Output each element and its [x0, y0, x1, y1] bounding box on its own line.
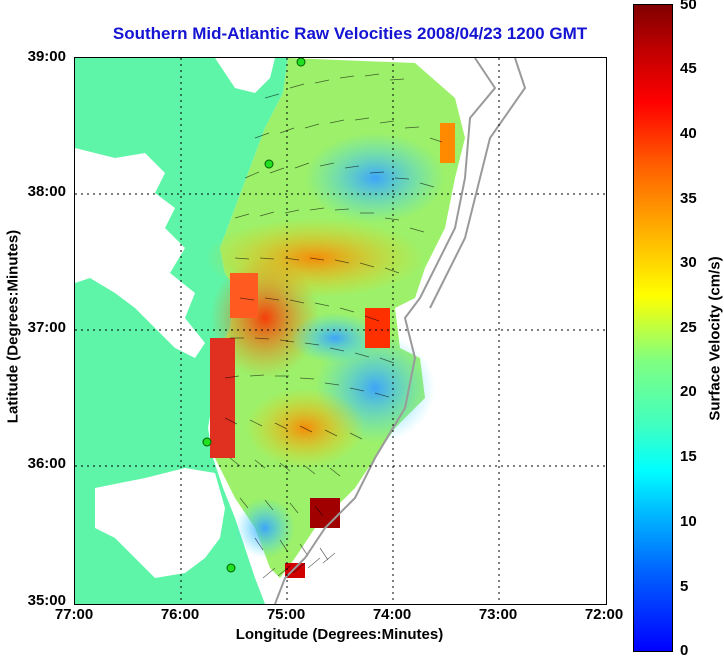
- colorbar-label: Surface Velocity (cm/s): [706, 256, 724, 421]
- colorbar-tick: 20: [680, 383, 697, 400]
- lat-tick-35: 35:00: [27, 592, 66, 609]
- velocity-field: [205, 58, 465, 578]
- delaware-bay: [215, 58, 275, 93]
- colorbar-tick: 5: [680, 578, 689, 595]
- map-title: Southern Mid-Atlantic Raw Velocities 200…: [112, 24, 588, 43]
- lat-tick-36: 36:00: [27, 455, 66, 472]
- x-axis-label: Longitude (Degrees:Minutes): [235, 626, 444, 643]
- radar-site-marker: [264, 159, 274, 169]
- radar-site-marker: [202, 437, 212, 447]
- radar-site-marker: [226, 563, 236, 573]
- pamlico-sound: [95, 468, 225, 578]
- radar-site-marker: [296, 58, 306, 67]
- colorbar: [633, 4, 673, 652]
- lon-tick-73: 73:00: [478, 606, 518, 623]
- y-axis-label: Latitude (Degrees:Minutes): [4, 229, 22, 424]
- colorbar-tick: 40: [680, 125, 697, 142]
- lat-tick-38: 38:00: [27, 183, 66, 200]
- colorbar-tick: 50: [680, 0, 697, 13]
- colorbar-tick: 10: [680, 513, 697, 530]
- shelf-contour: [274, 58, 497, 604]
- lon-tick-76: 76:00: [160, 606, 200, 623]
- colorbar-tick: 45: [680, 60, 697, 77]
- map-plot-area[interactable]: [74, 57, 607, 605]
- chesapeake-bay: [75, 148, 205, 358]
- colorbar-tick: 0: [680, 642, 689, 659]
- graticule: [75, 58, 606, 604]
- map-canvas: [75, 58, 606, 604]
- lon-tick-77: 77:00: [54, 606, 94, 623]
- colorbar-tick: 15: [680, 448, 697, 465]
- colorbar-tick: 25: [680, 319, 697, 336]
- colorbar-tick: 30: [680, 254, 697, 271]
- lon-tick-72: 72:00: [584, 606, 624, 623]
- lon-tick-75: 75:00: [266, 606, 306, 623]
- shelf-contour-2: [429, 58, 527, 309]
- lon-tick-74: 74:00: [372, 606, 412, 623]
- colorbar-tick: 35: [680, 190, 697, 207]
- lat-tick-37: 37:00: [27, 319, 66, 336]
- lat-tick-39: 39:00: [27, 48, 66, 65]
